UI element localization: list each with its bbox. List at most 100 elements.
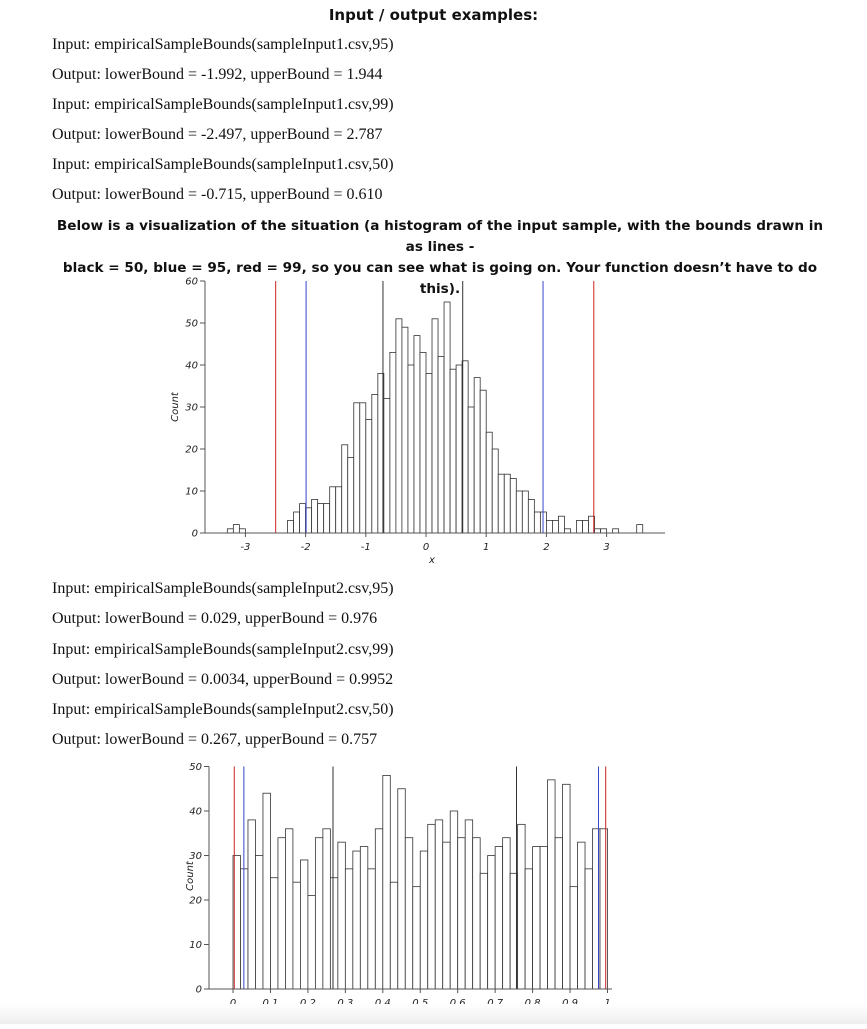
y-tick-label: 20 xyxy=(189,896,202,907)
histogram-bar xyxy=(285,828,294,990)
histogram-bar xyxy=(226,528,234,534)
histogram-2-bars xyxy=(232,774,608,990)
example-output-line: Output: lowerBound = 0.0034, upperBound … xyxy=(52,671,394,688)
histogram-bar xyxy=(317,503,325,534)
histogram-bar xyxy=(389,352,397,534)
histogram-bar xyxy=(365,419,373,534)
histogram-bar xyxy=(347,456,355,534)
histogram-bar xyxy=(455,364,463,534)
histogram-bar xyxy=(425,373,433,534)
example-output-line: Output: lowerBound = 0.267, upperBound =… xyxy=(52,731,378,748)
histogram-bar xyxy=(238,528,246,534)
histogram-bar xyxy=(612,528,620,534)
histogram-bar xyxy=(473,377,481,534)
x-tick-label: 0.3 xyxy=(337,998,353,1009)
histogram-bar xyxy=(337,841,346,990)
histogram-bar xyxy=(485,431,493,534)
histogram-bar xyxy=(457,837,466,990)
examples-heading: Input / output examples: xyxy=(328,6,539,24)
histogram-bar xyxy=(527,498,535,534)
histogram-bar xyxy=(299,503,306,534)
example-input-line: Input: empiricalSampleBounds(sampleInput… xyxy=(52,641,394,658)
histogram-bar xyxy=(521,490,529,534)
x-tick-label: 0 xyxy=(423,542,429,553)
histogram-bar xyxy=(437,356,445,534)
histogram-bar xyxy=(487,855,496,990)
histogram-bar xyxy=(431,318,439,534)
histogram-1-svg: 0 10 20 30 40 50 60 -3 -2 -1 0 1 2 3 x Count xyxy=(170,277,665,566)
histogram-bar xyxy=(636,524,644,534)
example-output-line: Output: lowerBound = -2.497, upperBound … xyxy=(52,126,383,143)
y-tick-label: 10 xyxy=(189,940,202,951)
x-tick-label: 0.5 xyxy=(412,998,428,1009)
y-tick-label: 60 xyxy=(185,277,198,288)
histogram-bar xyxy=(576,519,583,534)
y-tick-label: 0 xyxy=(196,985,202,996)
example-output-line: Output: lowerBound = -1.992, upperBound … xyxy=(52,66,383,83)
x-tick-label: 0.6 xyxy=(450,998,466,1009)
histogram-bar xyxy=(323,503,331,534)
histogram-bar xyxy=(442,841,451,990)
histogram-bar xyxy=(497,473,505,534)
histogram-2-ticks: 0 10 20 30 40 50 0 0.1 0.2 0.3 0.4 0.5 0.6 0.7 0.8 0.9 1 xyxy=(189,762,610,1009)
histogram-bar xyxy=(491,448,499,534)
x-tick-label: 0.7 xyxy=(487,998,504,1009)
y-tick-label: 50 xyxy=(189,762,202,773)
histogram-bar xyxy=(554,837,563,990)
histogram-bar xyxy=(383,398,391,534)
histogram-bar xyxy=(314,837,324,990)
x-tick-label: 2 xyxy=(543,542,549,553)
histogram-bar xyxy=(517,823,526,990)
histogram-sample-2: 0 10 20 30 40 50 0 0.1 0.2 0.3 0.4 0.5 0.6 0.7 0.8 0.9 1… xyxy=(0,756,867,1029)
histogram-bar xyxy=(293,511,300,534)
histogram-bar xyxy=(532,846,541,990)
histogram-bar xyxy=(509,477,517,534)
x-tick-label: 0.2 xyxy=(300,998,316,1009)
histogram-bar xyxy=(335,486,343,534)
histogram-bar xyxy=(341,444,349,534)
histogram-bar xyxy=(599,828,608,990)
histogram-bar xyxy=(311,498,319,534)
histogram-1-bound-lines xyxy=(275,281,595,533)
histogram-bar xyxy=(552,519,559,534)
y-tick-label: 50 xyxy=(185,319,198,330)
histogram-bar xyxy=(502,837,511,990)
y-tick-label: 20 xyxy=(185,445,198,456)
histogram-bar xyxy=(277,837,286,990)
histogram-bar xyxy=(594,528,601,534)
histogram-bar xyxy=(434,819,444,990)
histogram-bar xyxy=(359,402,367,534)
histogram-bar xyxy=(300,859,309,990)
x-tick-label: -1 xyxy=(361,542,371,553)
histogram-bar xyxy=(472,837,481,990)
x-tick-label: -2 xyxy=(301,542,311,553)
histogram-bar xyxy=(247,819,256,990)
histogram-bar xyxy=(600,528,608,534)
histogram-bar xyxy=(533,511,541,534)
histogram-sample-1: 0 10 20 30 40 50 60 -3 -2 -1 0 1 2 3 x Count xyxy=(0,272,867,587)
x-axis-label: x xyxy=(428,555,435,566)
note-line-1: Below is a visualization of the situatio… xyxy=(56,218,824,255)
histogram-bar xyxy=(412,886,421,990)
page-bottom-edge xyxy=(0,1004,867,1024)
histogram-bar xyxy=(584,868,593,990)
histogram-1-bars xyxy=(226,301,644,534)
histogram-bar xyxy=(353,402,361,534)
histogram-2-axes xyxy=(208,766,612,990)
histogram-bar xyxy=(449,810,459,990)
x-tick-label: 0.4 xyxy=(375,998,391,1009)
histogram-bar xyxy=(564,528,571,534)
x-tick-label: 0.8 xyxy=(525,998,541,1009)
histogram-bar xyxy=(344,868,354,990)
x-tick-label: 0.1 xyxy=(262,998,278,1009)
y-tick-label: 0 xyxy=(192,529,198,540)
histogram-bar xyxy=(546,519,553,534)
y-tick-label: 10 xyxy=(185,487,198,498)
histogram-bar xyxy=(479,389,487,534)
histogram-2-svg: 0 10 20 30 40 50 0 0.1 0.2 0.3 0.4 0.5 0.6 0.7 0.8 0.9 1… xyxy=(185,762,612,1022)
histogram-bar xyxy=(569,886,578,990)
histogram-bar xyxy=(292,881,301,990)
example-input-line: Input: empiricalSampleBounds(sampleInput… xyxy=(52,156,394,173)
histogram-bar xyxy=(577,841,586,990)
histogram-bar xyxy=(419,850,429,990)
